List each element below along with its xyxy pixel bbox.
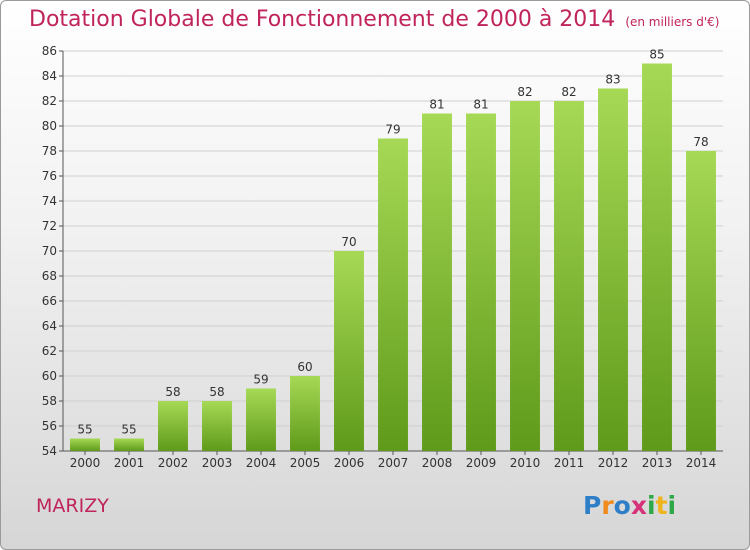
y-tick-label: 74 [42, 194, 57, 208]
y-tick-label: 78 [42, 144, 57, 158]
y-tick-label: 70 [42, 244, 57, 258]
chart-title: Dotation Globale de Fonctionnement de 20… [29, 7, 719, 32]
data-label: 81 [473, 98, 488, 112]
proxiti-logo: Proxiti [583, 491, 677, 520]
data-label: 85 [649, 48, 664, 62]
bar [246, 388, 276, 451]
y-tick-label: 66 [42, 294, 57, 308]
data-label: 82 [561, 85, 576, 99]
x-tick-label: 2012 [598, 456, 629, 470]
data-label: 83 [605, 73, 620, 87]
x-tick-label: 2001 [114, 456, 145, 470]
y-tick-label: 82 [42, 94, 57, 108]
bar [554, 101, 584, 451]
data-label: 58 [165, 385, 180, 399]
bar [510, 101, 540, 451]
x-tick-label: 2014 [686, 456, 717, 470]
x-tick-label: 2006 [334, 456, 365, 470]
data-label: 81 [429, 98, 444, 112]
data-label: 55 [77, 423, 92, 437]
x-tick-label: 2002 [158, 456, 189, 470]
bar [114, 438, 144, 451]
x-tick-label: 2008 [422, 456, 453, 470]
x-tick-label: 2009 [466, 456, 497, 470]
y-tick-label: 72 [42, 219, 57, 233]
x-tick-label: 2005 [290, 456, 321, 470]
y-tick-label: 68 [42, 269, 57, 283]
bar [158, 401, 188, 451]
bar [334, 251, 364, 451]
data-label: 78 [693, 135, 708, 149]
y-tick-label: 62 [42, 344, 57, 358]
y-tick-label: 54 [42, 444, 57, 458]
data-label: 79 [385, 123, 400, 137]
bar [686, 151, 716, 451]
x-tick-label: 2010 [510, 456, 541, 470]
x-tick-label: 2011 [554, 456, 585, 470]
chart-subtitle: (en milliers d'€) [625, 15, 720, 29]
bar [598, 88, 628, 451]
data-label: 55 [121, 423, 136, 437]
y-tick-label: 80 [42, 119, 57, 133]
x-tick-label: 2003 [202, 456, 233, 470]
bar [378, 138, 408, 451]
x-tick-label: 2013 [642, 456, 673, 470]
y-tick-label: 76 [42, 169, 57, 183]
data-label: 70 [341, 235, 356, 249]
commune-name: MARIZY [36, 495, 109, 517]
y-tick-label: 58 [42, 394, 57, 408]
x-tick-label: 2007 [378, 456, 409, 470]
data-label: 60 [297, 360, 312, 374]
bars [70, 63, 716, 451]
bar [642, 63, 672, 451]
bar [202, 401, 232, 451]
y-tick-label: 64 [42, 319, 57, 333]
y-tick-label: 60 [42, 369, 57, 383]
title-text: Dotation Globale de Fonctionnement de 20… [29, 7, 616, 32]
y-tick-label: 86 [42, 44, 57, 58]
y-tick-label: 56 [42, 419, 57, 433]
data-label: 82 [517, 85, 532, 99]
data-label: 58 [209, 385, 224, 399]
data-label: 59 [253, 373, 268, 387]
bar [422, 113, 452, 451]
bar [466, 113, 496, 451]
bar [290, 376, 320, 451]
bar [70, 438, 100, 451]
x-tick-label: 2004 [246, 456, 277, 470]
x-tick-label: 2000 [70, 456, 101, 470]
y-tick-label: 84 [42, 69, 57, 83]
labels: 54 56 58 60 62 64 66 68 70 72 74 76 78 80 82 84 86 55 2000… [42, 44, 717, 470]
